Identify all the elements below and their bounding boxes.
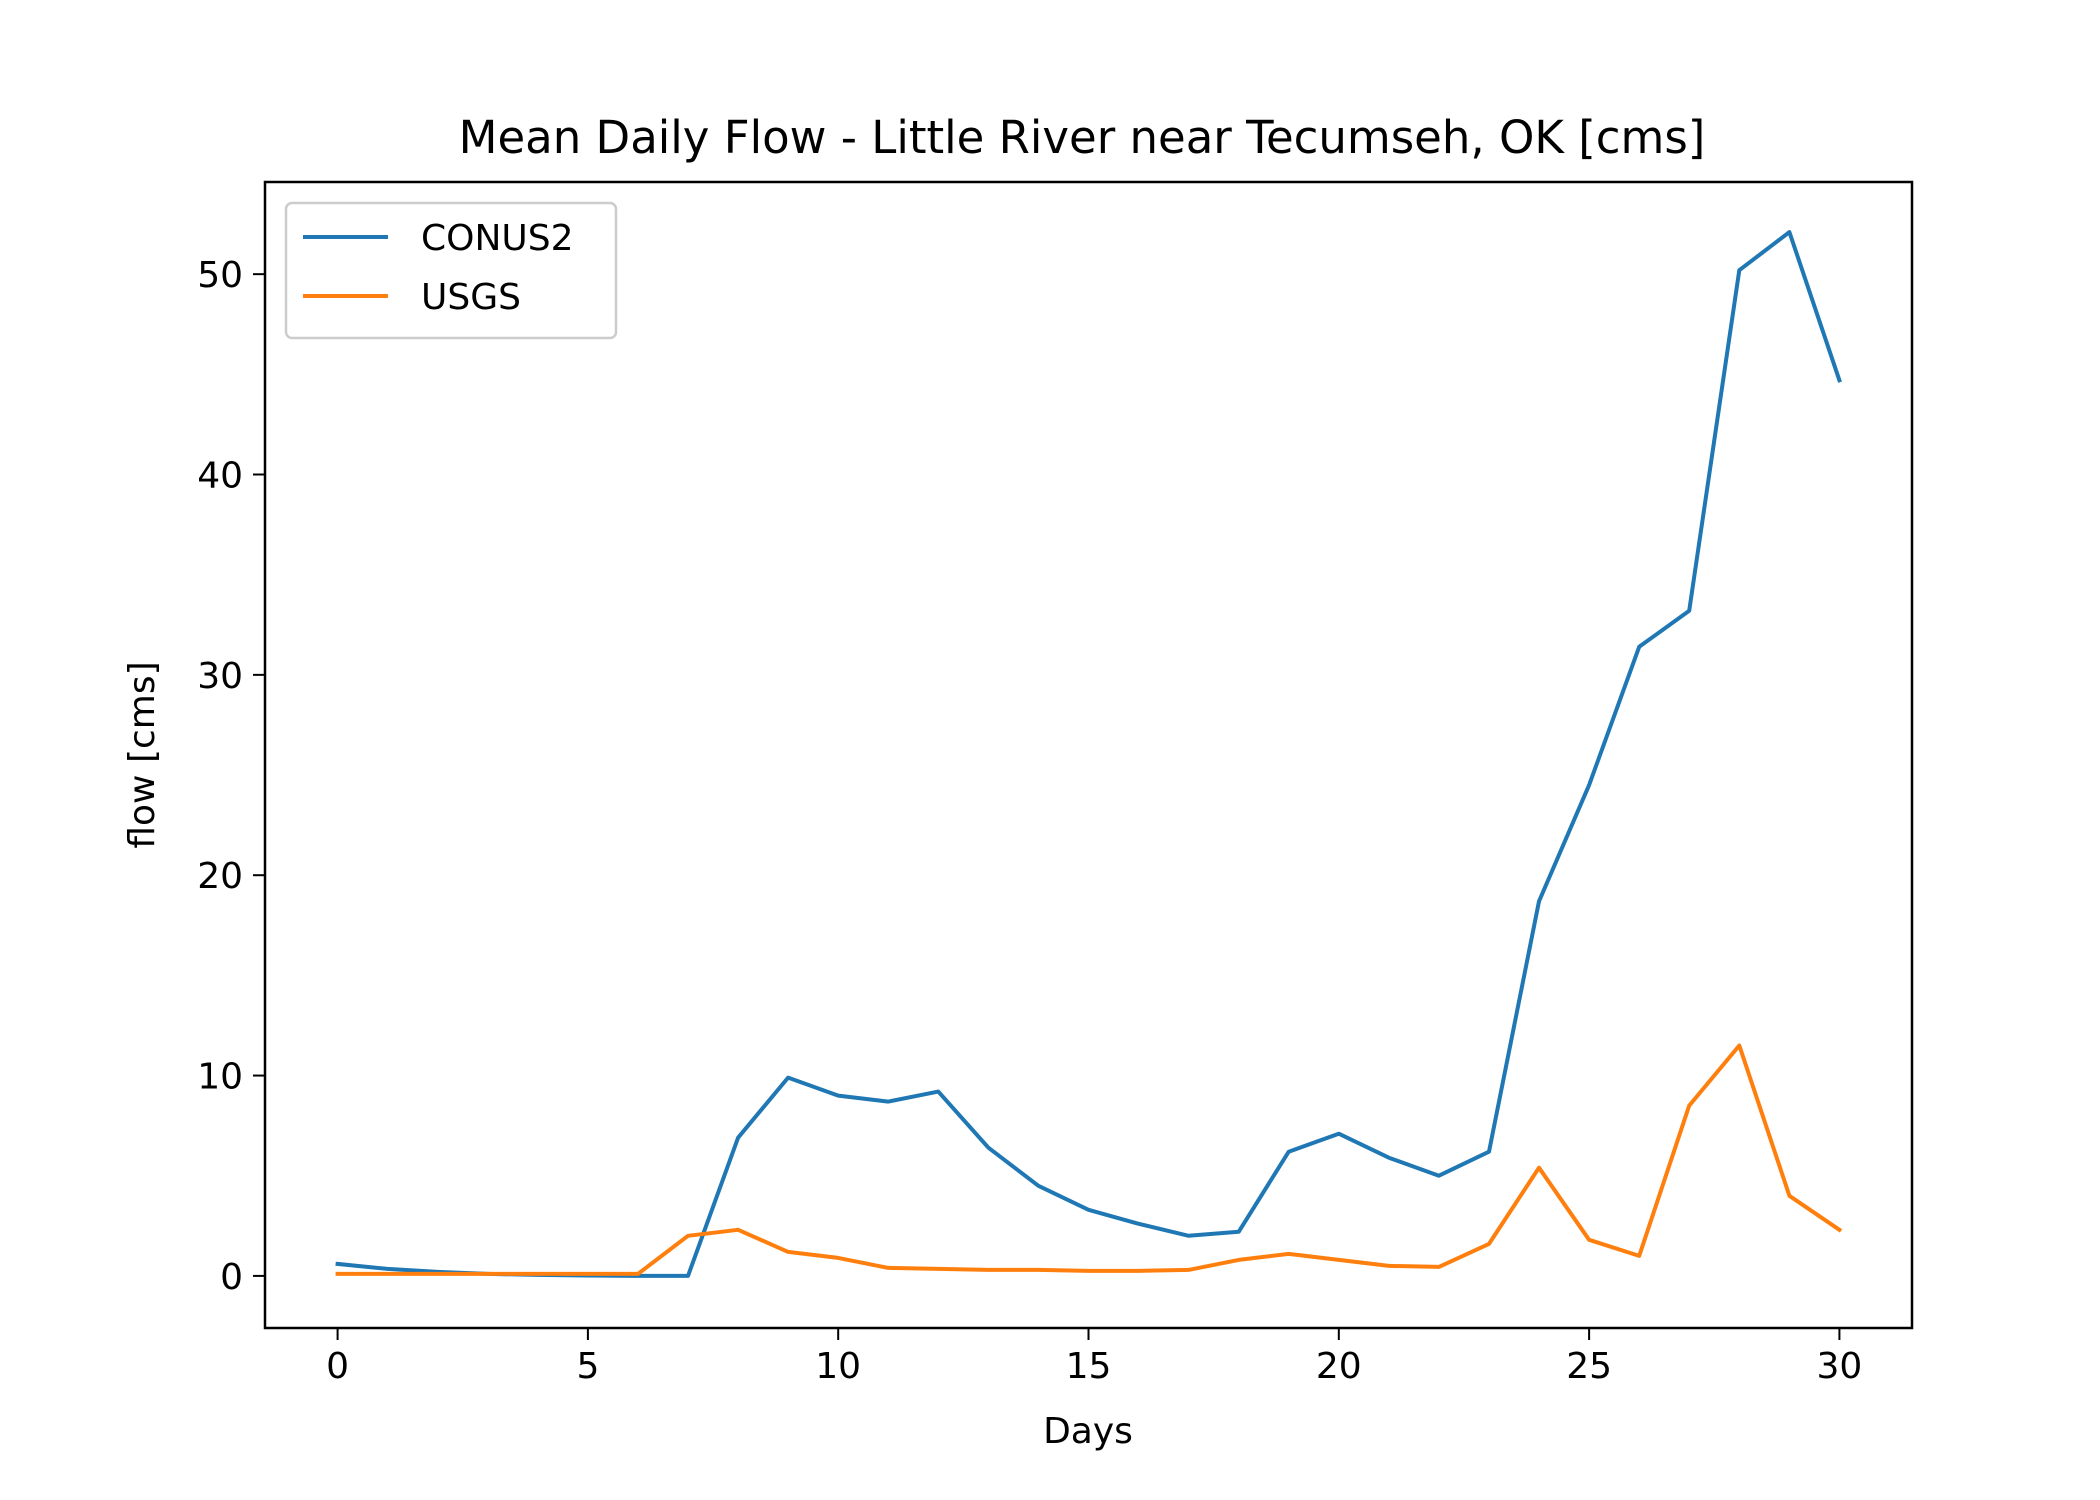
series-line-usgs [335,1043,1843,1276]
x-axis: 0 5 10 15 20 25 30 [326,1328,1862,1387]
y-axis-label: flow [cms] [122,661,163,848]
plot-area [335,230,1843,1278]
x-axis-label: Days [1043,1411,1133,1452]
legend: CONUS2 USGS [284,201,618,340]
y-tick-label: 20 [197,856,243,897]
x-tick-label: 0 [326,1346,349,1387]
x-tick-label: 15 [1066,1346,1112,1387]
legend-label-usgs: USGS [421,277,521,318]
y-tick-label: 40 [197,456,243,497]
y-tick-label: 30 [197,656,243,697]
x-tick-label: 10 [815,1346,861,1387]
x-tick-label: 20 [1316,1346,1362,1387]
x-tick-label: 30 [1817,1346,1863,1387]
x-tick-label: 5 [576,1346,599,1387]
y-tick-label: 0 [220,1257,243,1298]
chart-title: Mean Daily Flow - Little River near Tecu… [459,111,1706,164]
y-axis: 0 10 20 30 40 50 [197,255,265,1298]
legend-label-conus2: CONUS2 [421,218,574,259]
y-tick-label: 10 [197,1057,243,1098]
x-tick-label: 25 [1566,1346,1612,1387]
y-tick-label: 50 [197,255,243,296]
